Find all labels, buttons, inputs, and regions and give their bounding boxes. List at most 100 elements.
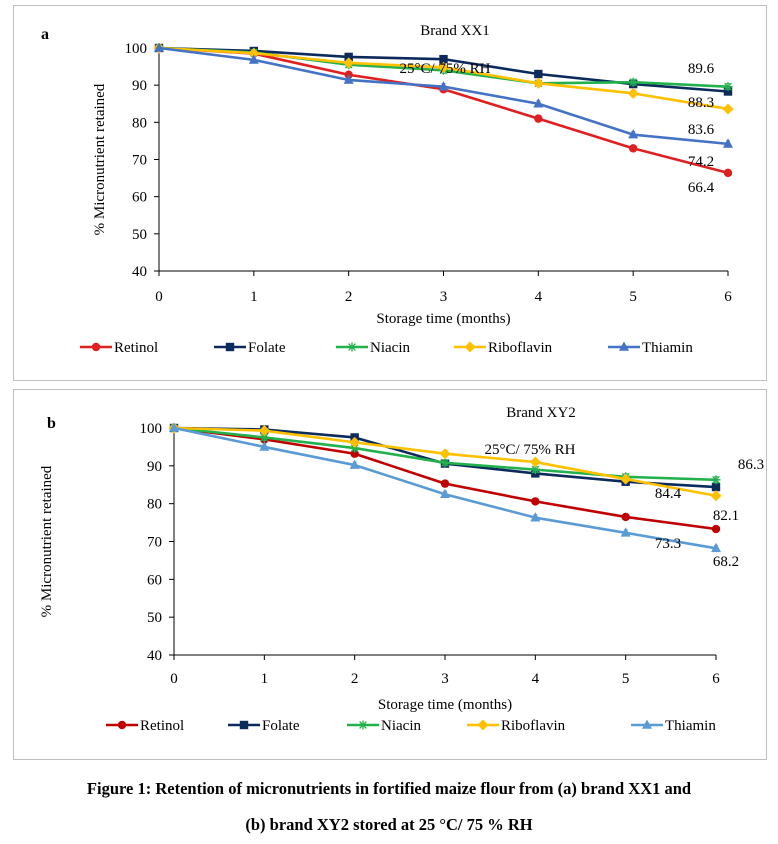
y-tick-label-b: 70: [147, 535, 162, 551]
data-point-retinol-b: [711, 524, 721, 534]
x-tick-label-a: 4: [535, 289, 543, 305]
condition-annotation-b: 25°C/ 75% RH: [484, 442, 575, 458]
data-point-retinol-a: [723, 168, 733, 178]
data-point-retinol-b: [440, 479, 450, 488]
legend-label-thiamin-b: Thiamin: [665, 718, 716, 734]
data-point-folate-b: [711, 482, 721, 492]
data-point-riboflavin-b: [439, 448, 451, 460]
data-point-thiamin-a: [438, 81, 449, 91]
data-point-niacin-b: [711, 475, 721, 485]
data-point-riboflavin-a: [438, 61, 449, 73]
legend-marker-retinol-b: [117, 720, 127, 730]
legend-marker-niacin-b: [358, 720, 368, 730]
data-point-niacin-a: [628, 77, 638, 87]
y-tick-label-b: 40: [147, 648, 162, 664]
legend-marker-thiamin-a: [619, 341, 629, 351]
x-tick-label-a: 0: [155, 289, 163, 305]
data-point-folate-a: [439, 54, 448, 64]
legend-label-riboflavin-a: Riboflavin: [488, 340, 553, 356]
data-point-niacin-b: [259, 432, 269, 442]
y-tick-label-b: 60: [147, 572, 162, 588]
data-point-retinol-b: [621, 512, 630, 522]
figure-caption-line-1: Figure 1: Retention of micronutrients in…: [86, 779, 692, 798]
x-tick-label-a: 6: [724, 289, 732, 305]
data-point-folate-a: [723, 87, 733, 96]
data-label-a: 89.6: [688, 61, 715, 77]
legend-marker-niacin-a: [347, 342, 357, 352]
panel-letter-b: b: [47, 415, 56, 432]
x-tick-label-a: 2: [345, 289, 353, 305]
y-tick-label-a: 40: [132, 264, 147, 280]
y-tick-label-a: 60: [132, 190, 147, 206]
data-point-niacin-b: [530, 465, 540, 475]
chart-b-svg: 40 50 60 70 80 90 100 0 1 2 3 4 5 6 Storage time (mont…: [39, 405, 764, 734]
x-tick-label-a: 1: [250, 289, 257, 305]
x-tick-label-b: 4: [532, 671, 540, 687]
y-tick-label-b: 100: [140, 421, 163, 437]
legend-label-folate-b: Folate: [262, 718, 300, 734]
legend-label-niacin-a: Niacin: [370, 340, 410, 356]
legend-marker-riboflavin-a: [464, 341, 476, 353]
data-point-riboflavin-b: [258, 425, 270, 437]
data-point-folate-a: [534, 69, 543, 79]
data-point-niacin-b: [350, 443, 360, 453]
y-axis-title-b: % Micronutrient retained: [39, 465, 55, 617]
data-point-riboflavin-a: [627, 87, 639, 99]
data-label-b: 84.4: [655, 486, 682, 502]
data-point-thiamin-b: [169, 422, 179, 432]
data-point-thiamin-b: [620, 527, 631, 537]
data-point-retinol-a: [628, 144, 638, 153]
chart-title-b: Brand XY2: [506, 405, 576, 421]
data-point-retinol-b: [350, 449, 359, 458]
x-tick-label-b: 5: [622, 671, 630, 687]
data-label-a: 88.3: [688, 95, 714, 111]
data-point-thiamin-b: [349, 459, 360, 469]
x-axis-title-b: Storage time (months): [378, 697, 512, 713]
legend-label-folate-a: Folate: [248, 340, 286, 356]
condition-annotation-a: 25°C/ 75% RH: [399, 61, 490, 77]
figure-caption-line-2: (b) brand XY2 stored at 25 °C/ 75 % RH: [245, 815, 533, 834]
chart-panel-a: 40 50 60 70 80 90 100 0 1 2 3 4 5 6 Storage time (mont…: [13, 5, 767, 381]
y-tick-label-b: 50: [147, 610, 162, 626]
y-tick-label-a: 70: [132, 153, 147, 169]
data-point-thiamin-a: [248, 54, 259, 64]
series-line-retinol-b: [173, 426, 717, 531]
y-tick-label-b: 90: [147, 459, 162, 475]
data-point-thiamin-b: [711, 542, 721, 553]
y-axis-title-a: % Micronutrient retained: [92, 83, 108, 235]
data-point-thiamin-b: [440, 488, 450, 499]
data-point-retinol-b: [531, 497, 540, 506]
legend-marker-folate-b: [239, 720, 249, 730]
data-point-thiamin-a: [343, 74, 354, 84]
data-point-thiamin-a: [628, 129, 639, 139]
data-point-folate-a: [344, 52, 353, 62]
legend-label-retinol-a: Retinol: [114, 340, 158, 356]
data-label-a: 74.2: [688, 154, 714, 170]
x-axis-title-a: Storage time (months): [376, 311, 510, 327]
x-tick-label-a: 3: [440, 289, 448, 305]
data-point-riboflavin-a: [248, 47, 260, 59]
y-tick-label-a: 80: [132, 115, 147, 131]
data-point-riboflavin-a: [532, 77, 544, 89]
legend-marker-thiamin-b: [642, 719, 652, 729]
x-tick-label-b: 1: [261, 671, 269, 687]
x-tick-label-b: 3: [441, 671, 449, 687]
series-line-thiamin-b: [173, 426, 717, 550]
chart-title-a: Brand XX1: [420, 23, 490, 39]
legend-label-thiamin-a: Thiamin: [642, 340, 693, 356]
data-point-riboflavin-b: [710, 490, 722, 502]
data-point-retinol-a: [534, 114, 543, 123]
data-point-riboflavin-b: [620, 473, 632, 485]
data-point-niacin-b: [440, 458, 450, 468]
legend-marker-folate-a: [225, 342, 235, 352]
data-point-thiamin-a: [154, 42, 164, 52]
x-tick-label-b: 2: [351, 671, 359, 687]
panel-letter-a: a: [41, 26, 49, 43]
y-tick-label-a: 90: [132, 78, 147, 94]
data-point-riboflavin-a: [343, 57, 355, 69]
chart-a-svg: 40 50 60 70 80 90 100 0 1 2 3 4 5 6 Storage time (mont…: [41, 23, 734, 356]
data-point-thiamin-b: [259, 441, 270, 451]
data-label-b: 68.2: [713, 554, 739, 570]
x-tick-label-a: 5: [629, 289, 637, 305]
legend-label-riboflavin-b: Riboflavin: [501, 718, 566, 734]
